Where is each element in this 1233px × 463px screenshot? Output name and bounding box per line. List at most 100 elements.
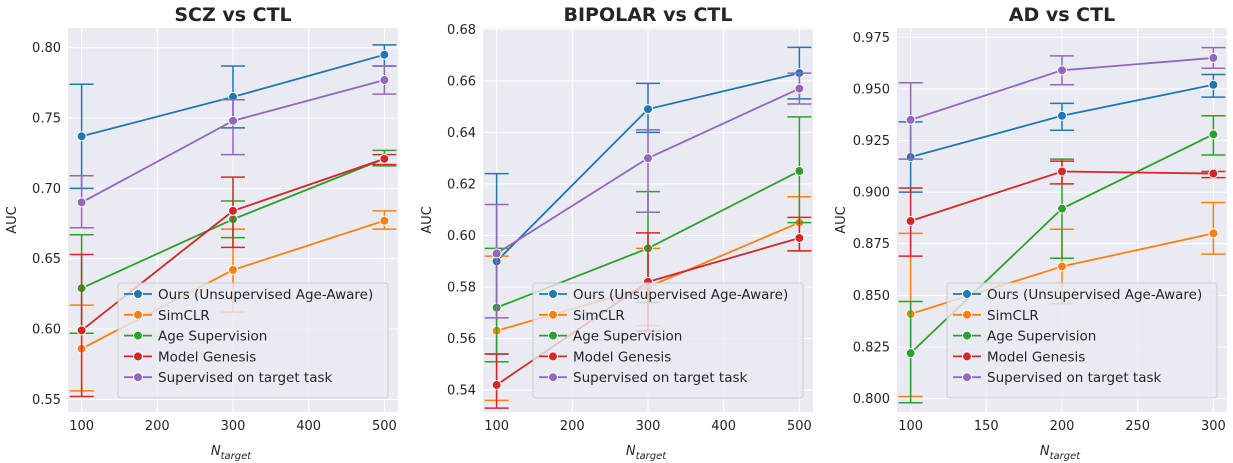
data-point	[1057, 65, 1067, 76]
x-tick-label: 300	[1201, 419, 1226, 434]
chart-title: BIPOLAR vs CTL	[563, 4, 732, 26]
data-point	[76, 325, 87, 336]
x-tick-label: 400	[711, 419, 736, 434]
data-point	[1208, 79, 1219, 90]
y-tick-label: 0.75	[32, 112, 61, 127]
legend-label: SimCLR	[987, 308, 1039, 324]
chart-panel-1: 100 200 300 400 500 0.55 0.60 0.65 0.70 0.75 0.80 S…	[5, 4, 398, 462]
x-tick-label: 300	[221, 419, 246, 434]
x-tick-label: 100	[484, 419, 509, 434]
y-tick-label: 0.65	[32, 252, 61, 267]
legend-box	[532, 282, 804, 399]
legend: Ours (Unsupervised Age-Aware) SimCLR Age S…	[532, 282, 804, 399]
y-tick-label: 0.64	[447, 126, 476, 141]
data-point	[643, 104, 653, 115]
legend-label: Supervised on target task	[573, 370, 748, 386]
chart-panel-2: 100 200 300 400 500 0.54 0.56 0.58 0.60 0.62 0.64 0…	[420, 4, 813, 462]
y-tick-label: 0.800	[853, 392, 890, 407]
x-axis-label-subscript: target	[1050, 451, 1082, 462]
y-axis-label: AUC	[5, 206, 20, 234]
y-tick-label: 0.68	[447, 23, 476, 38]
x-tick-label: 300	[636, 419, 661, 434]
legend-label: Ours (Unsupervised Age-Aware)	[158, 287, 373, 303]
data-point	[491, 379, 502, 390]
data-point	[1057, 166, 1067, 177]
legend-label: Model Genesis	[987, 349, 1085, 365]
series-5	[484, 72, 812, 319]
data-point	[76, 197, 87, 208]
x-tick-label: 250	[1125, 419, 1150, 434]
y-tick-label: 0.975	[853, 31, 890, 46]
y-tick-label: 0.55	[32, 393, 61, 408]
legend-marker	[548, 309, 558, 320]
x-axis-label-subscript: target	[636, 451, 668, 462]
data-point	[228, 205, 238, 216]
x-tick-label: 100	[898, 419, 923, 434]
legend-marker	[133, 372, 143, 383]
legend-label: SimCLR	[158, 308, 210, 324]
legend-box	[117, 282, 389, 399]
data-point	[905, 114, 916, 125]
y-tick-label: 0.875	[853, 237, 890, 252]
data-point	[1057, 110, 1067, 121]
data-point	[1057, 203, 1067, 214]
legend-box	[946, 282, 1218, 399]
data-point	[905, 348, 916, 359]
legend-marker	[548, 330, 558, 341]
legend-label: Model Genesis	[573, 349, 671, 365]
data-point	[1057, 261, 1067, 272]
legend-marker	[133, 351, 143, 362]
y-tick-label: 0.70	[32, 182, 61, 197]
y-axis-label: AUC	[834, 206, 849, 234]
legend-marker	[548, 372, 558, 383]
series-5	[898, 46, 1226, 160]
data-point	[1208, 228, 1219, 239]
series-5	[69, 65, 397, 229]
y-tick-label: 0.66	[447, 74, 476, 89]
legend-marker	[548, 289, 558, 299]
x-tick-label: 500	[372, 419, 397, 434]
data-point	[379, 75, 390, 86]
legend: Ours (Unsupervised Age-Aware) SimCLR Age S…	[946, 282, 1218, 399]
x-tick-label: 400	[296, 419, 321, 434]
legend-label: Age Supervision	[158, 329, 267, 345]
y-tick-label: 0.80	[32, 41, 61, 56]
data-point	[905, 216, 916, 227]
legend-marker	[962, 351, 972, 362]
x-tick-label: 200	[560, 419, 585, 434]
legend-marker	[133, 309, 143, 320]
chart-title: AD vs CTL	[1009, 4, 1115, 26]
legend-marker	[962, 372, 972, 383]
data-point	[794, 233, 805, 244]
series-1	[898, 73, 1226, 193]
legend-label: Supervised on target task	[987, 370, 1162, 386]
x-axis-label: Ntarget	[211, 444, 252, 462]
legend-label: Age Supervision	[573, 329, 682, 345]
chart-panel-3: 100 150 200 250 300 0.800 0.825 0.850 0.875 0.900…	[834, 4, 1227, 462]
y-tick-label: 0.900	[853, 186, 890, 201]
y-axis-label: AUC	[420, 206, 435, 234]
legend-label: Ours (Unsupervised Age-Aware)	[987, 287, 1202, 303]
data-point	[1208, 52, 1219, 63]
legend-marker	[133, 330, 143, 341]
legend-label: Model Genesis	[158, 349, 256, 365]
legend-marker	[133, 289, 143, 299]
legend-marker	[962, 289, 972, 299]
series-4	[898, 160, 1226, 257]
data-point	[228, 115, 238, 126]
data-point	[76, 131, 87, 142]
legend-marker	[962, 309, 972, 320]
x-axis-label-main: N	[1040, 444, 1050, 459]
legend-marker	[548, 351, 558, 362]
y-tick-label: 0.60	[32, 323, 61, 338]
data-point	[1208, 168, 1219, 179]
x-axis-label-main: N	[211, 444, 221, 459]
y-tick-label: 0.950	[853, 82, 890, 97]
y-tick-label: 0.825	[853, 340, 890, 355]
x-tick-label: 150	[974, 419, 999, 434]
y-tick-label: 0.850	[853, 289, 890, 304]
legend-label: Ours (Unsupervised Age-Aware)	[573, 287, 788, 303]
y-tick-label: 0.60	[447, 229, 476, 244]
y-tick-label: 0.58	[447, 281, 476, 296]
